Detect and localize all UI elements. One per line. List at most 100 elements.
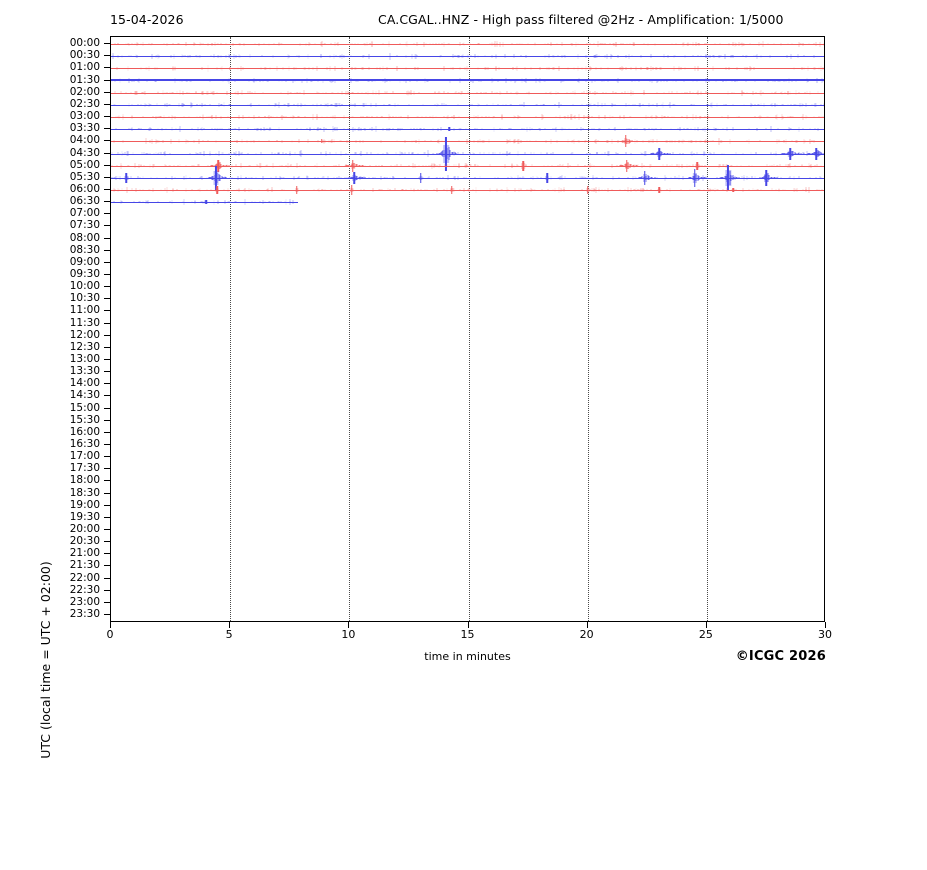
event-coda	[346, 178, 347, 179]
trace-noise	[760, 90, 761, 96]
trace-noise	[697, 189, 698, 191]
trace-noise	[798, 80, 799, 82]
y-axis-tick	[104, 408, 110, 409]
trace-noise	[356, 79, 357, 82]
trace-noise	[675, 104, 676, 107]
trace-noise	[425, 140, 426, 142]
trace-noise	[536, 140, 537, 142]
trace-noise	[317, 104, 318, 106]
trace-noise	[438, 43, 439, 45]
trace-noise	[694, 141, 695, 142]
trace-noise	[375, 79, 376, 82]
trace-noise	[231, 152, 232, 154]
trace-noise	[698, 55, 699, 57]
trace-noise	[731, 68, 732, 69]
trace-noise	[695, 42, 696, 46]
trace-noise	[420, 128, 421, 129]
trace-noise	[245, 177, 246, 178]
trace-noise	[744, 141, 745, 143]
trace-noise	[801, 67, 802, 70]
trace-noise	[814, 165, 815, 167]
trace-noise	[288, 54, 289, 60]
trace-noise	[778, 140, 779, 142]
trace-noise	[275, 176, 276, 179]
trace-noise	[175, 177, 176, 179]
y-axis-tick	[104, 493, 110, 494]
trace-noise	[612, 104, 613, 106]
trace-noise	[310, 43, 311, 44]
trace-noise	[522, 68, 523, 69]
trace-noise	[620, 189, 621, 191]
y-axis-tick	[104, 347, 110, 348]
y-axis-label: 15:00	[0, 402, 100, 414]
trace-noise	[486, 56, 487, 57]
trace-noise	[803, 141, 804, 143]
trace-noise	[795, 104, 796, 106]
trace-noise	[721, 55, 722, 57]
trace-noise	[747, 92, 748, 93]
trace-noise	[212, 115, 213, 118]
trace-noise	[623, 67, 624, 70]
y-axis-label: 04:00	[0, 134, 100, 146]
event-coda	[761, 177, 762, 178]
trace-noise	[772, 79, 773, 82]
trace-noise	[142, 189, 143, 191]
trace-noise	[771, 126, 772, 132]
seismic-event-spike	[351, 185, 353, 195]
trace-noise	[331, 79, 332, 83]
trace-noise	[257, 80, 258, 82]
trace-noise	[613, 43, 614, 46]
trace-noise	[392, 68, 393, 70]
trace-noise	[472, 189, 473, 191]
trace-noise	[214, 128, 215, 130]
trace-noise	[327, 176, 328, 180]
trace-noise	[416, 54, 417, 58]
trace-noise	[519, 177, 520, 178]
trace-noise	[491, 78, 492, 82]
trace-noise	[321, 54, 322, 58]
trace-noise	[739, 116, 740, 118]
trace-noise	[722, 153, 723, 154]
event-coda	[640, 177, 641, 178]
trace-noise	[504, 54, 505, 58]
trace-noise	[140, 164, 141, 167]
trace-noise	[335, 55, 336, 57]
trace-noise	[514, 79, 515, 83]
trace-noise	[514, 140, 515, 143]
trace-noise	[774, 164, 775, 167]
trace-noise	[157, 140, 158, 142]
trace-noise	[710, 152, 711, 155]
trace-noise	[477, 103, 478, 108]
trace-noise	[510, 92, 511, 94]
trace-noise	[581, 189, 582, 191]
trace-noise	[427, 189, 428, 190]
trace-noise	[390, 104, 391, 106]
trace-noise	[129, 68, 130, 69]
trace-noise	[777, 128, 778, 130]
trace-noise	[616, 152, 617, 156]
trace-noise	[550, 153, 551, 154]
trace-noise	[452, 68, 453, 70]
trace-noise	[403, 80, 404, 82]
trace-noise	[402, 128, 403, 130]
trace-noise	[183, 104, 184, 107]
trace-noise	[372, 90, 373, 95]
trace-noise	[690, 91, 691, 94]
trace-noise	[235, 164, 236, 167]
trace-noise	[454, 176, 455, 179]
trace-noise	[364, 165, 365, 166]
trace-noise	[383, 128, 384, 131]
trace-noise	[689, 140, 690, 142]
trace-noise	[440, 164, 441, 167]
trace-noise	[628, 128, 629, 130]
trace-noise	[273, 55, 274, 58]
trace-noise	[604, 103, 605, 106]
x-gridline	[588, 37, 589, 621]
trace-noise	[785, 139, 786, 144]
trace-noise	[323, 139, 324, 144]
trace-noise	[594, 55, 595, 58]
trace-noise	[680, 153, 681, 155]
trace-noise	[397, 164, 398, 167]
y-axis-label: 14:00	[0, 377, 100, 389]
trace-noise	[519, 116, 520, 118]
